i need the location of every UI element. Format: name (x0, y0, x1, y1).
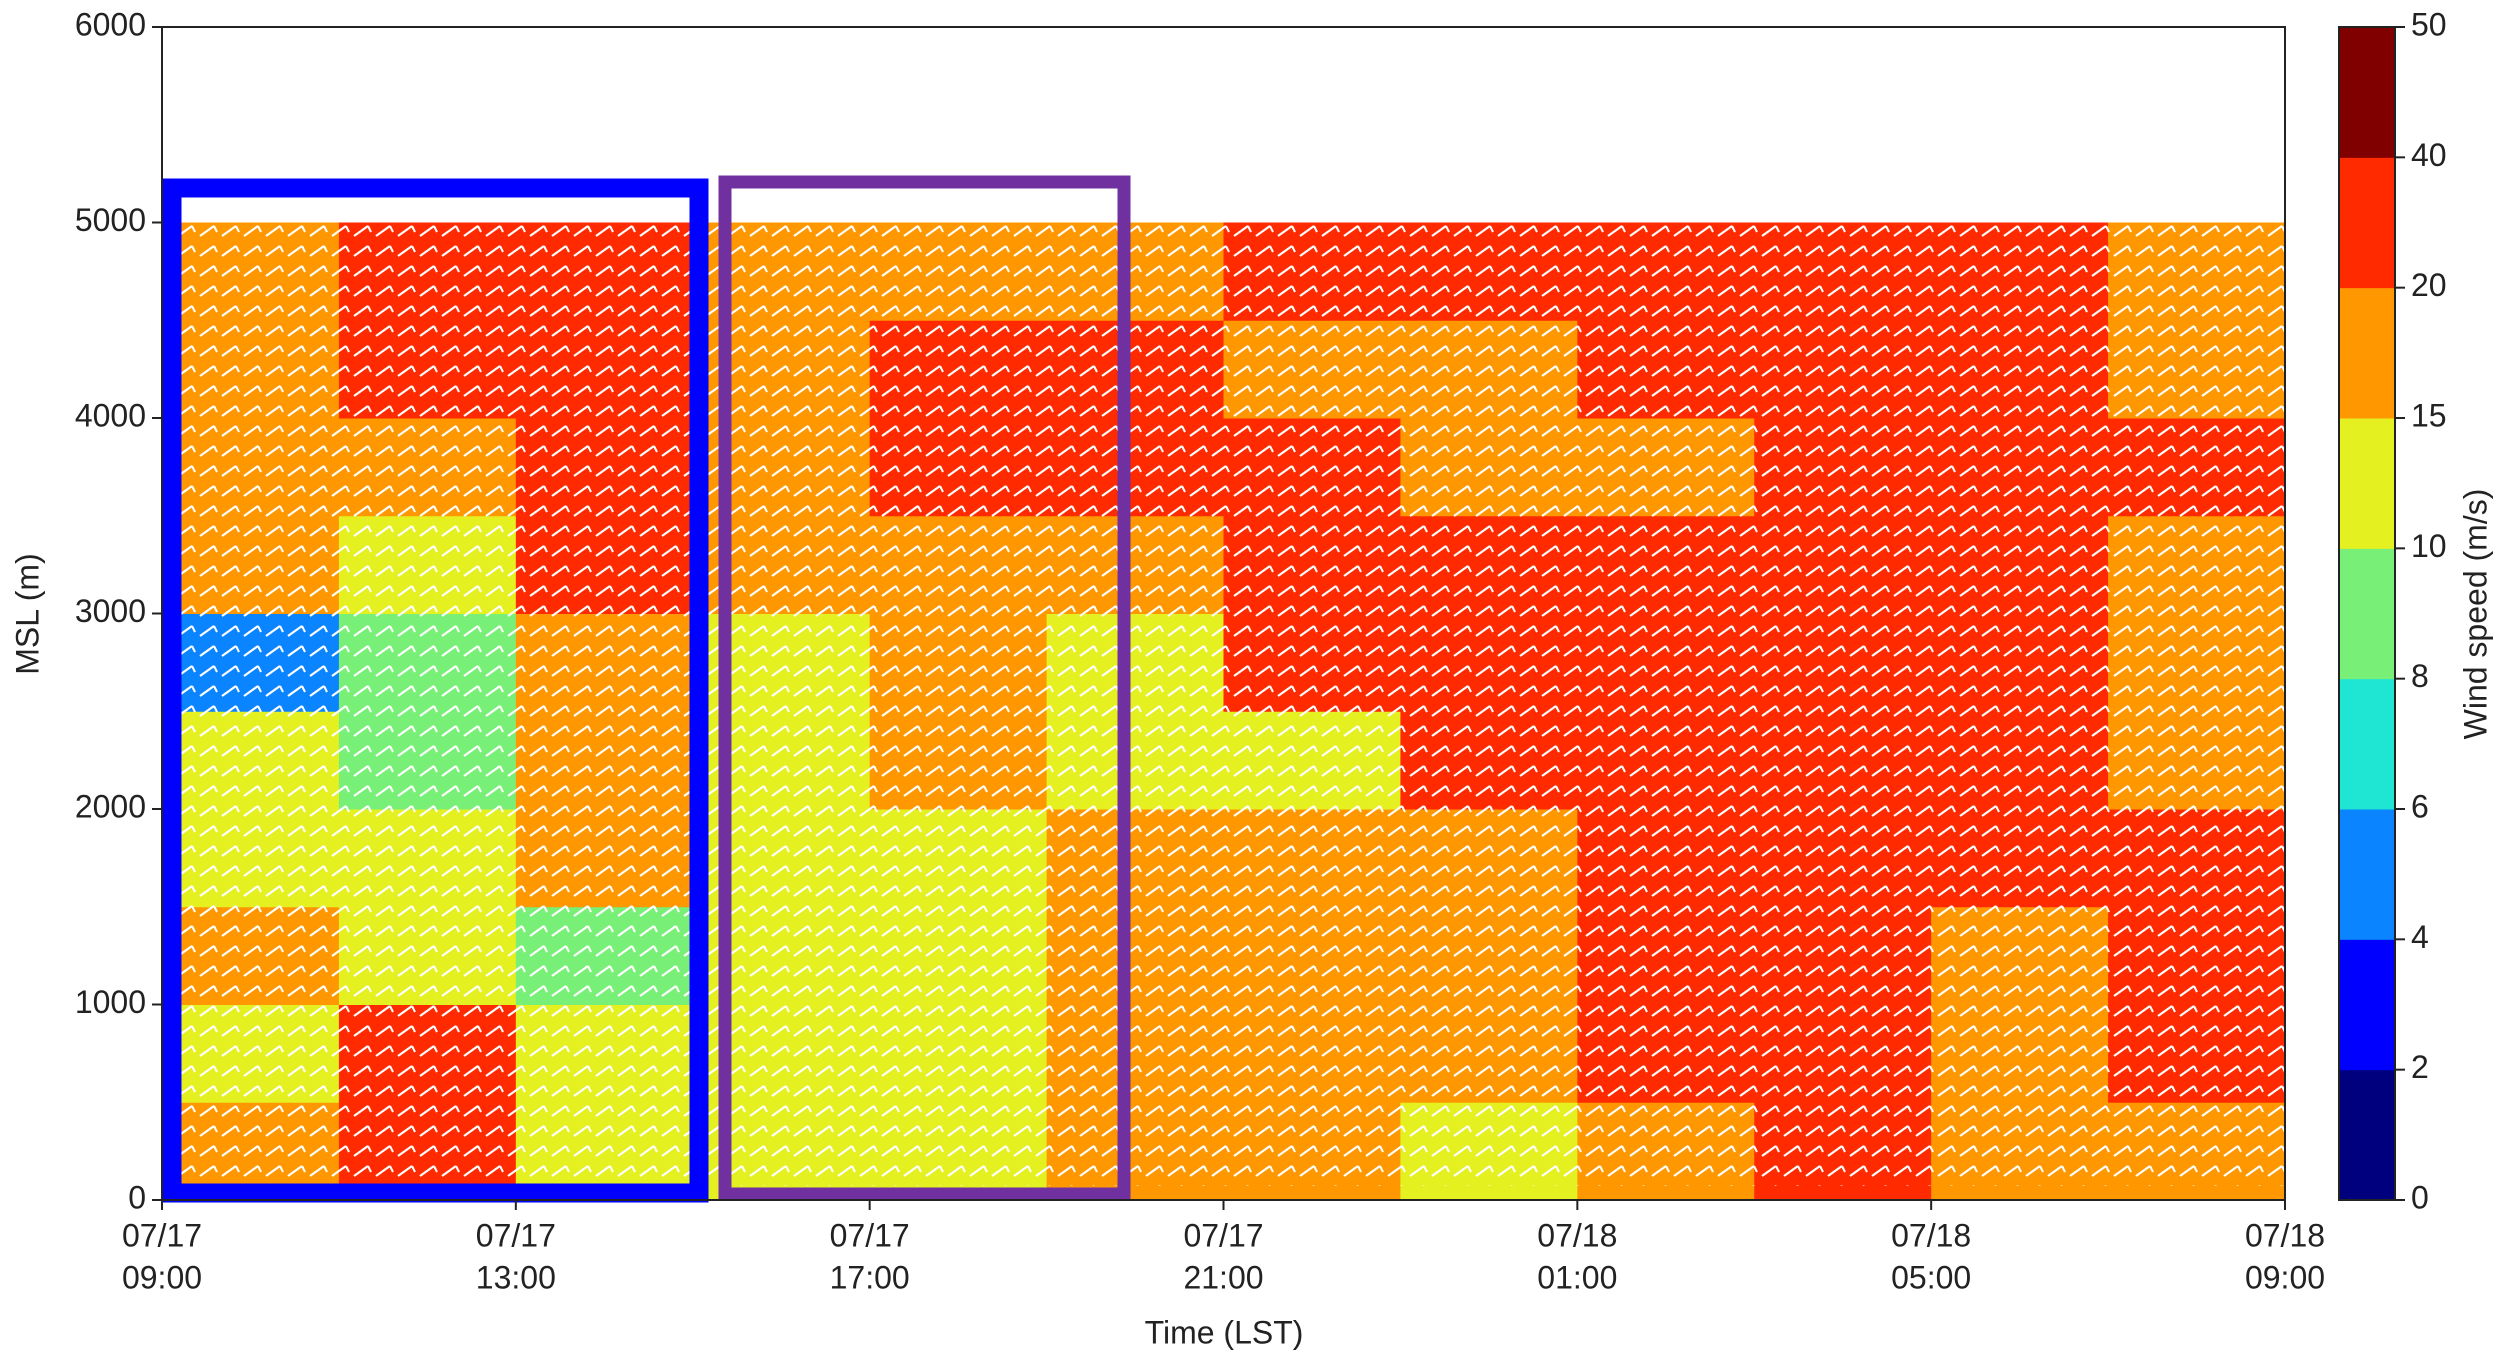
colorbar-label: Wind speed (m/s) (2457, 489, 2493, 740)
x-tick-label: 13:00 (476, 1259, 556, 1295)
x-tick-label: 07/17 (476, 1217, 556, 1253)
colorbar-tick-label: 6 (2411, 788, 2429, 824)
x-tick-label: 07/18 (1891, 1217, 1971, 1253)
x-tick-label: 07/18 (2245, 1217, 2325, 1253)
colorbar-bin (2339, 809, 2395, 940)
colorbar-tick-label: 10 (2411, 528, 2447, 564)
x-tick-label: 01:00 (1537, 1259, 1617, 1295)
x-tick-label: 07/17 (830, 1217, 910, 1253)
y-tick-label: 3000 (75, 593, 146, 629)
barb-texture (172, 222, 2285, 1186)
colorbar-tick-label: 0 (2411, 1179, 2429, 1215)
y-tick-label: 0 (128, 1179, 146, 1215)
y-tick-label: 2000 (75, 788, 146, 824)
x-tick-label: 07/17 (1183, 1217, 1263, 1253)
colorbar-tick-label: 8 (2411, 658, 2429, 694)
colorbar-bin (2339, 418, 2395, 549)
x-tick-label: 05:00 (1891, 1259, 1971, 1295)
colorbar-bin (2339, 939, 2395, 1071)
y-tick-label: 5000 (75, 202, 146, 238)
x-axis-label: Time (LST) (1145, 1314, 1304, 1350)
y-tick-label: 4000 (75, 397, 146, 433)
colorbar-tick-label: 20 (2411, 267, 2447, 303)
y-tick-label: 6000 (75, 6, 146, 42)
colorbar-tick-label: 4 (2411, 919, 2429, 955)
colorbar-tick-label: 40 (2411, 137, 2447, 173)
y-axis-label: MSL (m) (9, 553, 45, 674)
colorbar-frame (2338, 26, 2396, 1201)
x-tick-label: 07/17 (122, 1217, 202, 1253)
x-tick-label: 09:00 (2245, 1259, 2325, 1295)
highlight-box-blue (162, 178, 709, 1203)
colorbar-bin (2339, 1069, 2395, 1201)
highlight-box-purple (718, 175, 1131, 1201)
x-tick-label: 21:00 (1183, 1259, 1263, 1295)
colorbar-tick-label: 2 (2411, 1049, 2429, 1085)
colorbar-bin (2339, 548, 2395, 680)
colorbar-bin (2339, 157, 2395, 289)
x-tick-label: 17:00 (830, 1259, 910, 1295)
colorbar-bin (2339, 678, 2395, 810)
y-tick-label: 1000 (75, 984, 146, 1020)
colorbar-bin (2339, 287, 2395, 419)
colorbar-tick-label: 50 (2411, 6, 2447, 42)
colorbar-tick-label: 15 (2411, 397, 2447, 433)
x-tick-label: 07/18 (1537, 1217, 1617, 1253)
x-tick-label: 09:00 (122, 1259, 202, 1295)
colorbar-bin (2339, 27, 2395, 158)
